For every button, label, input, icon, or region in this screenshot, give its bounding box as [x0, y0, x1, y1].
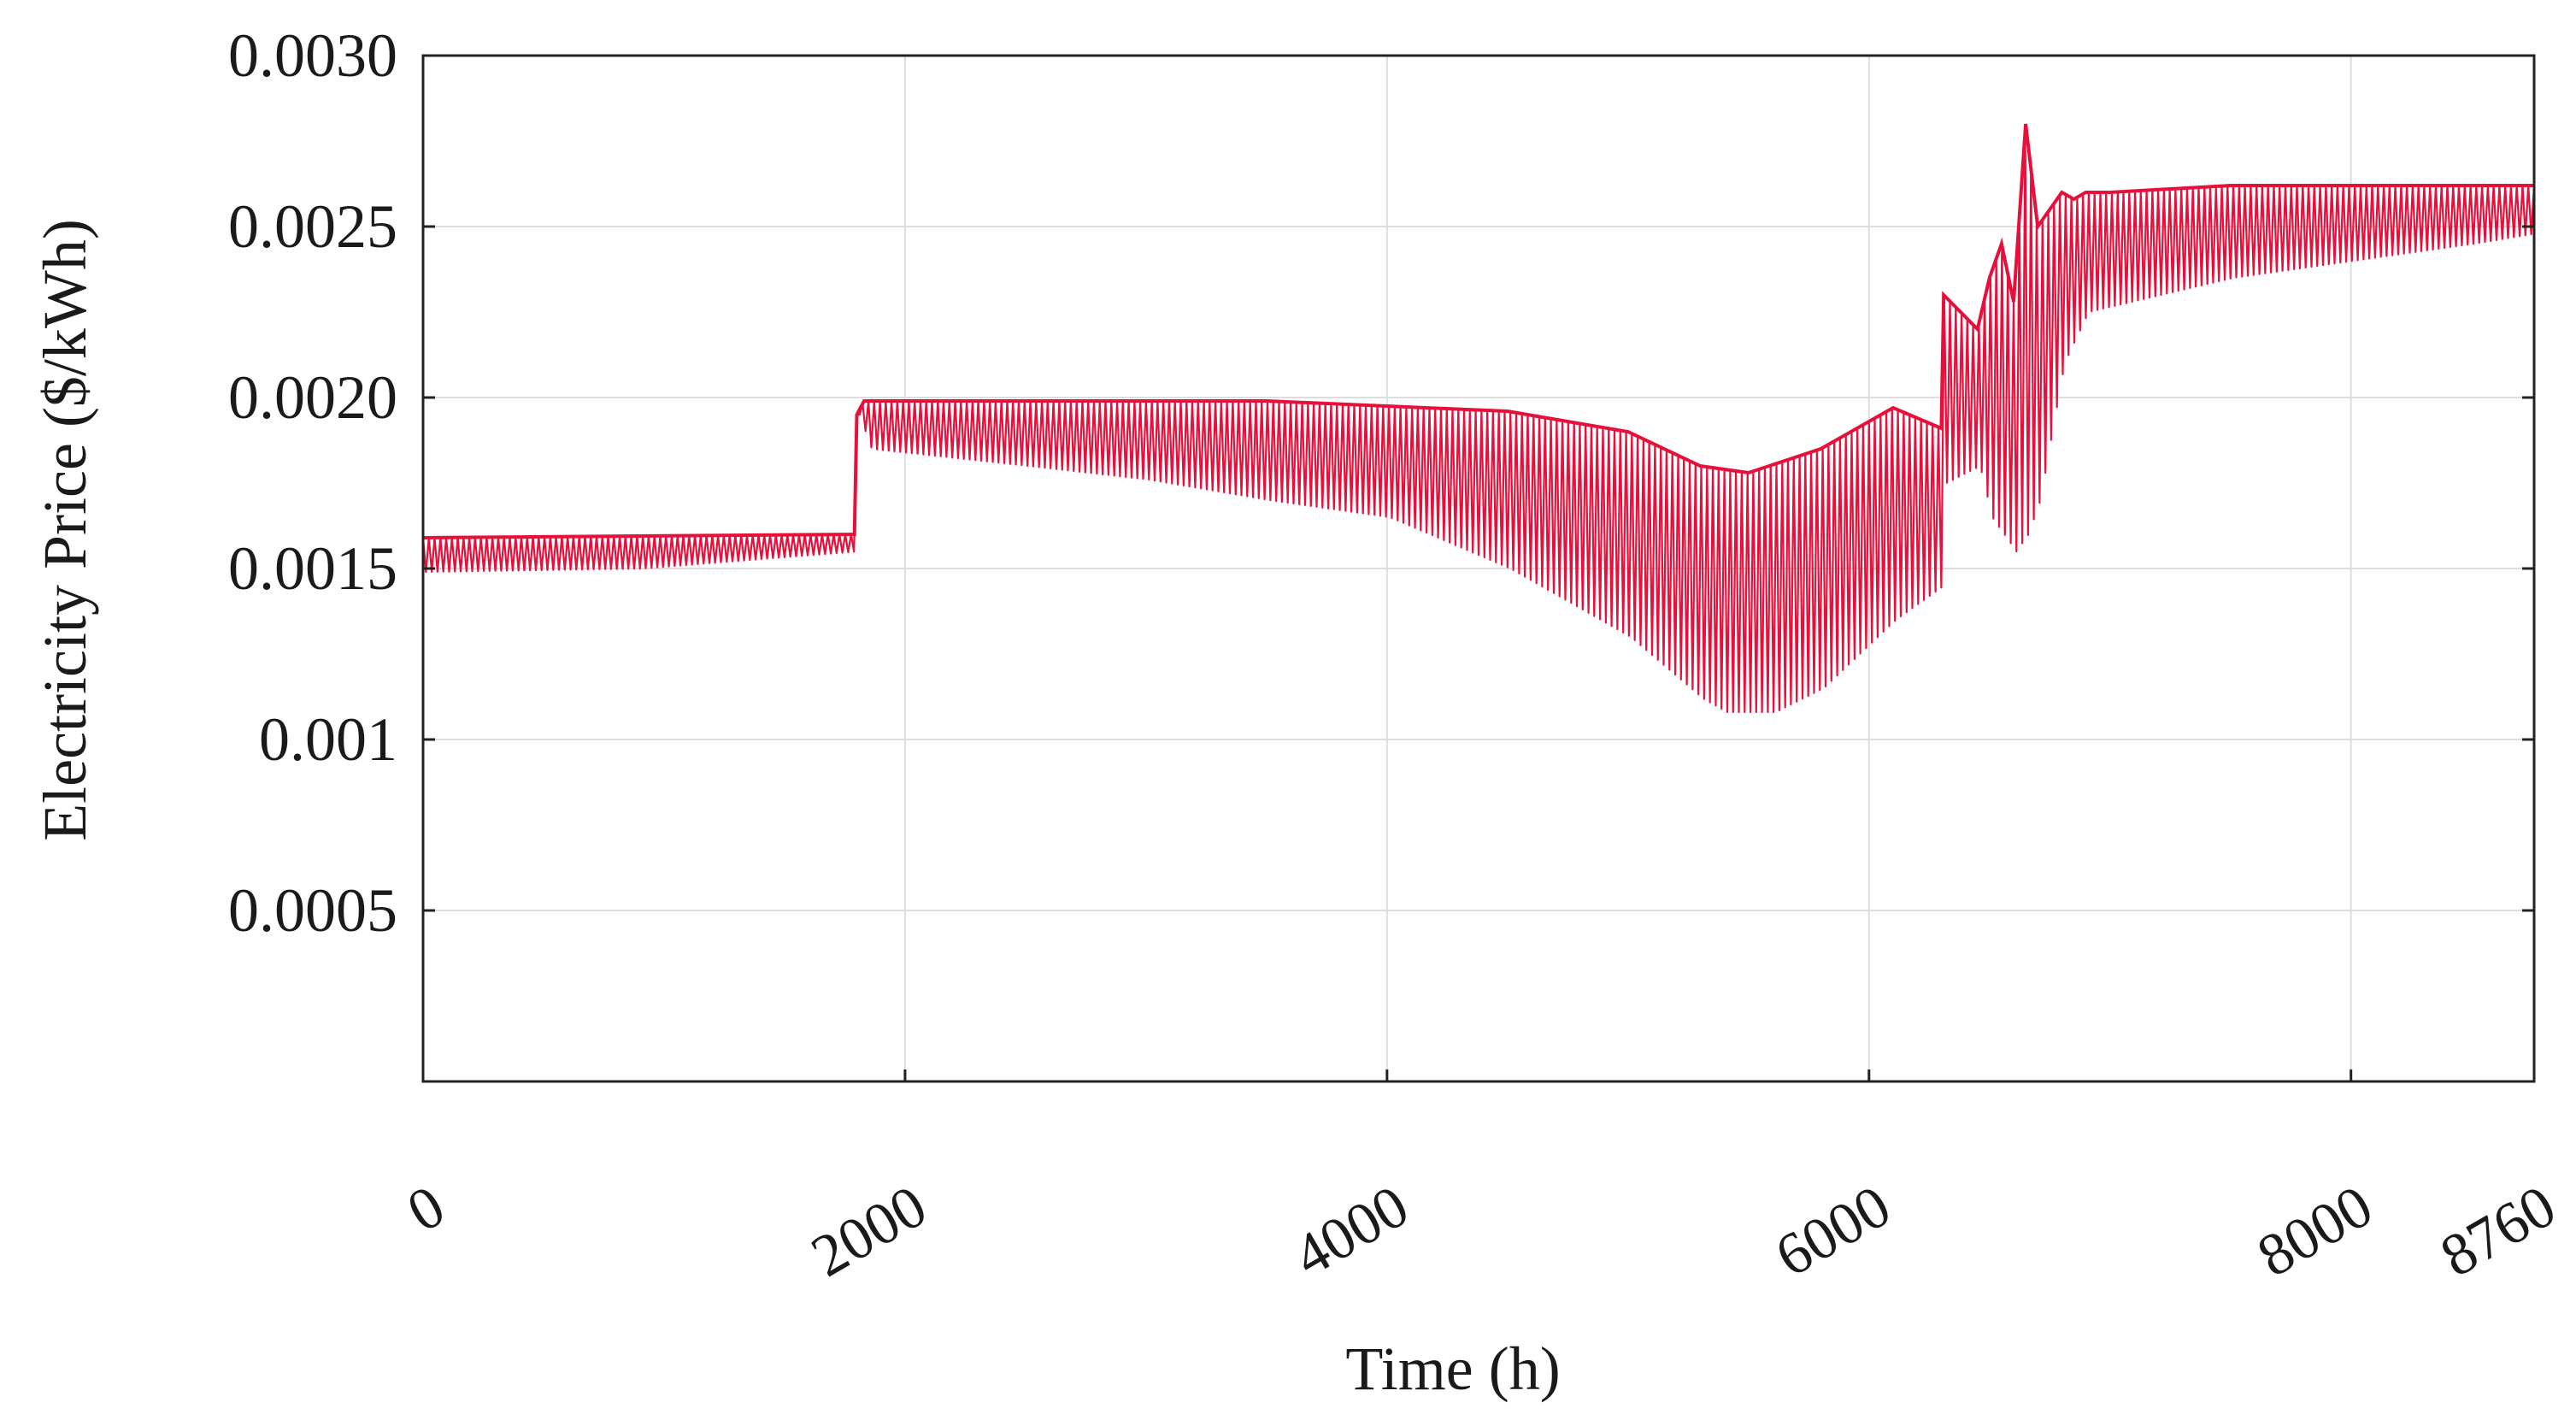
y-tick-label: 0.0020 [228, 363, 397, 432]
x-tick-label: 4000 [1283, 1173, 1420, 1290]
x-tick-label: 8760 [2430, 1173, 2567, 1290]
x-tick-label: 6000 [1765, 1173, 1902, 1290]
x-tick-label: 0 [397, 1173, 456, 1245]
x-axis-ticks: 0 2000 4000 6000 8000 8760 [397, 1069, 2567, 1290]
price-line [421, 130, 2536, 714]
y-axis-label: Electricity Price ($/kWh) [31, 219, 99, 841]
upper-envelope-line [422, 123, 2534, 539]
y-tick-label: 0.001 [259, 705, 397, 774]
x-tick-label: 2000 [801, 1173, 938, 1290]
y-axis-ticks: 0.0005 0.001 0.0015 0.0020 0.0025 0.0030 [228, 21, 2534, 945]
y-tick-label: 0.0030 [228, 21, 397, 90]
y-tick-label: 0.0015 [228, 534, 397, 603]
y-tick-label: 0.0025 [228, 192, 397, 261]
x-tick-label: 8000 [2247, 1173, 2384, 1290]
x-axis-label: Time (h) [1345, 1335, 1560, 1403]
price-series [421, 123, 2536, 714]
y-tick-label: 0.0005 [228, 876, 397, 945]
